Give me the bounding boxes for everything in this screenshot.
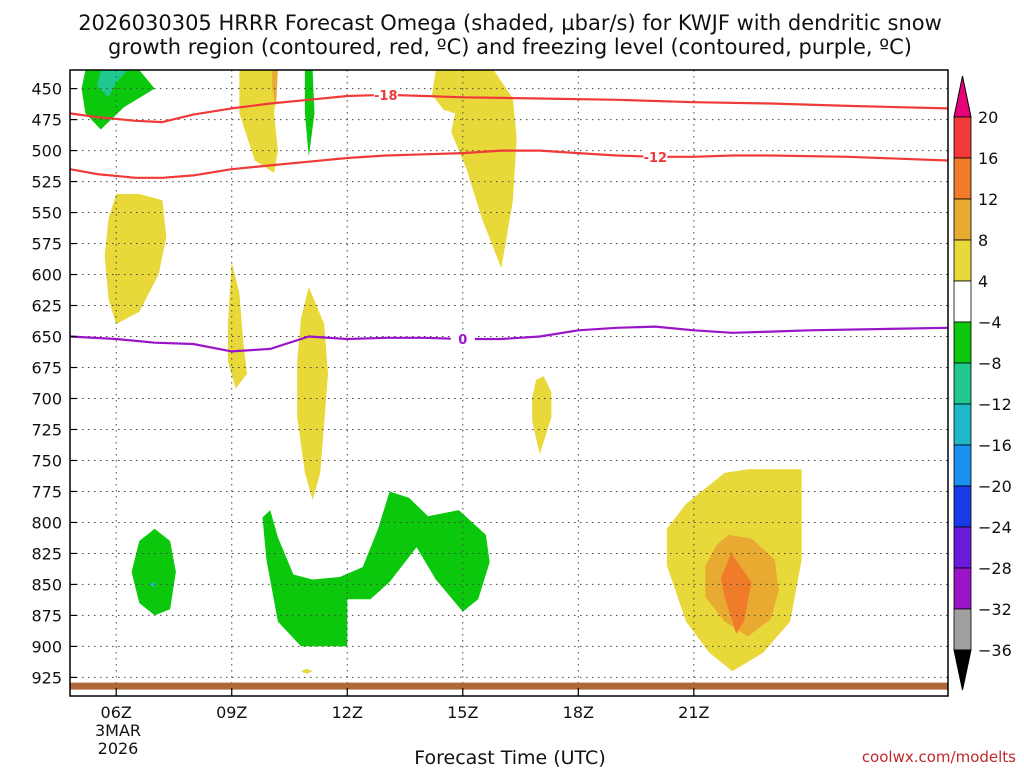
omega-region-4: [227, 262, 248, 389]
colorbar-bin-0: [953, 116, 972, 159]
y-tick-label-675: 675: [31, 359, 62, 378]
colorbar-bin-4: [953, 280, 972, 323]
x-axis-title: Forecast Time (UTC): [414, 747, 605, 768]
x-tick-label-06Z: 06Z: [101, 703, 132, 722]
omega-region-7: [301, 668, 313, 674]
chart-title-line1: 2026030305 HRRR Forecast Omega (shaded, …: [78, 11, 942, 35]
omega-region-10: [720, 553, 752, 634]
y-tick-label-475: 475: [31, 111, 62, 130]
colorbar-label-3: 8: [978, 231, 988, 250]
contour-label-bg-2: [450, 330, 475, 347]
x-tick-label-12Z: 12Z: [332, 703, 363, 722]
colorbar-bin-3: [953, 239, 972, 282]
colorbar-label-10: −24: [978, 518, 1012, 537]
omega-region-3: [104, 194, 167, 325]
x-tick-label-15Z: 15Z: [447, 703, 478, 722]
colorbar-label-4: 4: [978, 272, 988, 291]
y-tick-label-750: 750: [31, 451, 62, 470]
omega-region-6: [532, 376, 552, 455]
contour-line-0: [69, 93, 949, 124]
colorbar-bin-1: [953, 157, 972, 200]
y-tick-label-775: 775: [31, 482, 62, 501]
contour-label-0: -18: [374, 89, 398, 104]
colorbar-label-7: −12: [978, 395, 1012, 414]
y-tick-label-450: 450: [31, 80, 62, 99]
contour-labels: -18 -12 0: [373, 86, 668, 348]
y-tick-label-575: 575: [31, 235, 62, 254]
chart-title-line2: growth region (contoured, red, ºC) and f…: [108, 35, 912, 59]
omega-region-12: [97, 70, 128, 98]
colorbar-bin-9: [953, 485, 972, 528]
colorbar-bin-5: [953, 321, 972, 364]
colorbar-bin-10: [953, 526, 972, 569]
y-tick-label-725: 725: [31, 420, 62, 439]
omega-region-2: [432, 70, 517, 269]
y-tick-label-525: 525: [31, 173, 62, 192]
colorbar-label-13: −36: [978, 641, 1012, 660]
x-tick-label-09Z: 09Z: [216, 703, 247, 722]
colorbar-bin-6: [953, 362, 972, 405]
y-tick-label-625: 625: [31, 297, 62, 316]
colorbar-label-9: −20: [978, 477, 1012, 496]
omega-region-14: [131, 528, 176, 616]
colorbar-top-arrow: [953, 75, 972, 118]
colorbar-label-0: 20: [978, 108, 998, 127]
colorbar-label-5: −4: [978, 313, 1002, 332]
y-tick-label-600: 600: [31, 266, 62, 285]
colorbar-bottom-arrow: [953, 649, 972, 691]
colorbar: 20 16 12 8 4 −4 −8 −12 −16 −20 −24 −28 −32 −36: [953, 75, 1012, 691]
y-axis: 450 475 500 525 550 575 600 625 650 675 700 725 750 7…: [31, 80, 77, 687]
contour-label-2: 0: [458, 333, 467, 348]
colorbar-bin-8: [953, 444, 972, 487]
y-tick-label-550: 550: [31, 204, 62, 223]
colorbar-label-2: 12: [978, 190, 998, 209]
omega-region-13: [304, 70, 315, 157]
colorbar-label-8: −16: [978, 436, 1012, 455]
contour-line-1: [69, 149, 949, 179]
y-tick-label-700: 700: [31, 389, 62, 408]
x-tick-label-18Z: 18Z: [563, 703, 594, 722]
omega-region-5: [297, 286, 328, 501]
y-tick-label-800: 800: [31, 513, 62, 532]
colorbar-bin-12: [953, 608, 972, 651]
x-axis: 06Z 09Z 12Z 15Z 18Z 21Z: [101, 688, 710, 722]
y-tick-label-875: 875: [31, 606, 62, 625]
omega-region-15: [150, 582, 157, 587]
y-tick-label-850: 850: [31, 575, 62, 594]
y-tick-label-900: 900: [31, 637, 62, 656]
y-tick-label-825: 825: [31, 544, 62, 563]
colorbar-label-12: −32: [978, 600, 1012, 619]
colorbar-bin-11: [953, 567, 972, 610]
x-tick-label-21Z: 21Z: [678, 703, 709, 722]
contour-label-bg-1: [643, 148, 668, 165]
omega-shaded-regions: [81, 70, 802, 674]
colorbar-label-6: −8: [978, 354, 1002, 373]
y-tick-label-500: 500: [31, 142, 62, 161]
omega-region-16: [262, 491, 490, 647]
colorbar-label-1: 16: [978, 149, 998, 168]
contour-line-2: [69, 325, 949, 353]
date-label-line2: 2026: [98, 739, 139, 758]
contour-label-bg-0: [373, 86, 398, 103]
contour-label-1: -12: [644, 151, 668, 166]
plot-frame: [69, 69, 949, 697]
y-tick-label-925: 925: [31, 668, 62, 687]
omega-region-0: [239, 70, 278, 173]
y-tick-label-650: 650: [31, 328, 62, 347]
colorbar-bin-2: [953, 198, 972, 241]
colorbar-label-11: −28: [978, 559, 1012, 578]
credit-text: coolwx.com/modelts: [862, 748, 1016, 766]
date-label-line1: 3MAR: [95, 721, 141, 740]
colorbar-bin-7: [953, 403, 972, 446]
